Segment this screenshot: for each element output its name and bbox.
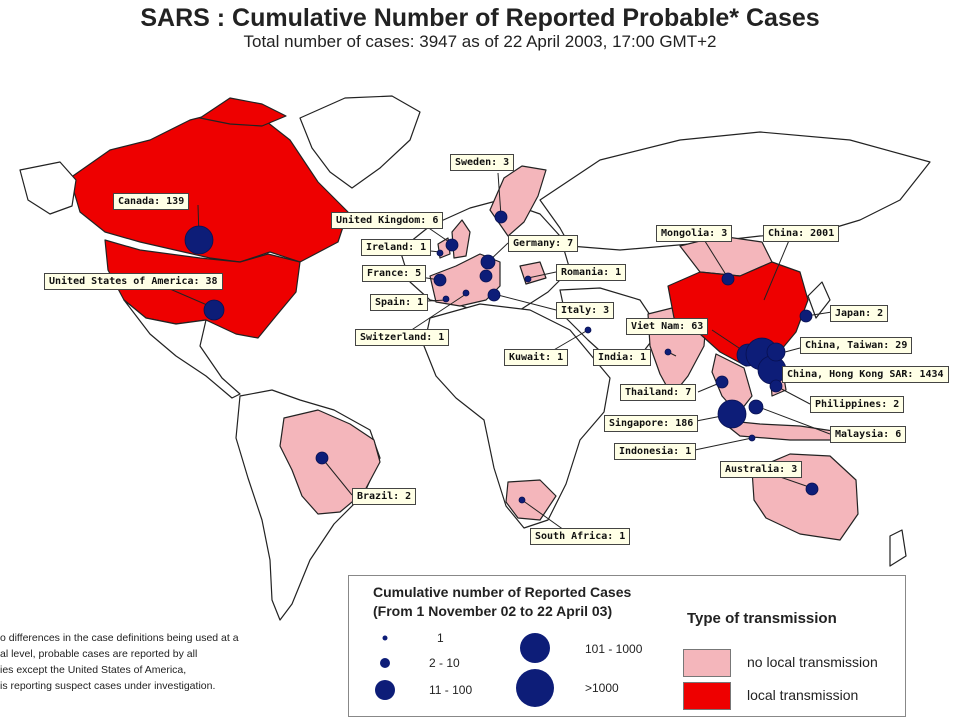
map-subtitle: Total number of cases: 3947 as of 22 Apr… [243, 32, 717, 51]
legend-size-label-5: >1000 [585, 681, 619, 695]
legend-dot-4 [520, 633, 550, 663]
legend-size-label-1: 1 [437, 631, 444, 645]
label-brazil: Brazil: 2 [352, 488, 417, 505]
label-southafrica: South Africa: 1 [530, 528, 631, 545]
footnote-line-1: o differences in the case definitions be… [0, 632, 239, 644]
legend-title-line-2: (From 1 November 02 to 22 April 03) [373, 603, 613, 619]
legend-dot-1 [382, 635, 388, 641]
canada-dot [184, 225, 214, 255]
legend-size-symbols [375, 633, 554, 707]
label-indonesia: Indonesia: 1 [614, 443, 697, 460]
philippines-dot [769, 379, 783, 393]
label-india: India: 1 [593, 349, 652, 366]
west-europe-land [429, 253, 501, 307]
australia-dot [805, 482, 819, 496]
footnote-line-4: is reporting suspect cases under investi… [0, 680, 216, 692]
legend-title-line-1: Cumulative number of Reported Cases [373, 584, 632, 600]
label-romania: Romania: 1 [556, 264, 627, 281]
legend-swatch-local [683, 682, 731, 710]
spain-dot [442, 295, 450, 303]
label-mongolia: Mongolia: 3 [656, 225, 733, 242]
nz-land [889, 529, 907, 567]
label-kuwait: Kuwait: 1 [504, 349, 569, 366]
kuwait-dot [584, 326, 592, 334]
romania-dot [524, 275, 532, 283]
legend-type-title: Type of transmission [687, 610, 837, 627]
label-spain: Spain: 1 [370, 294, 429, 311]
legend-dot-2 [380, 658, 390, 668]
legend-dot-3 [375, 680, 395, 700]
legend-size-label-3: 11 - 100 [429, 683, 473, 697]
indonesia-dot [748, 434, 756, 442]
germany-dot-2 [479, 269, 493, 283]
russia-land [539, 131, 931, 251]
label-uk: United Kingdom: 6 [331, 212, 444, 229]
label-usa: United States of America: 38 [44, 273, 223, 290]
thailand-dot [715, 375, 729, 389]
brazil-dot [315, 451, 329, 465]
japan-land [807, 281, 831, 319]
footnote-line-2: al level, probable cases are reported by… [0, 648, 198, 660]
legend-dot-5 [516, 669, 554, 707]
label-sweden: Sweden: 3 [450, 154, 515, 171]
singapore-dot [717, 399, 747, 429]
label-switzerland: Switzerland: 1 [355, 329, 450, 346]
arctic-islands [199, 97, 287, 127]
footnote: o differences in the case definitions be… [0, 630, 330, 694]
label-singapore: Singapore: 186 [604, 415, 699, 432]
legend-size-label-4: 101 - 1000 [585, 642, 643, 656]
label-vietnam: Viet Nam: 63 [626, 318, 709, 335]
southafrica-dot [518, 496, 526, 504]
legend-no-local-label: no local transmission [747, 654, 878, 670]
switzerland-dot [462, 289, 470, 297]
canada-land [69, 109, 349, 263]
mongolia-dot [721, 272, 735, 286]
label-japan: Japan: 2 [830, 305, 889, 322]
legend-size-label-2: 2 - 10 [429, 656, 460, 670]
label-china: China: 2001 [763, 225, 840, 242]
label-germany: Germany: 7 [508, 235, 579, 252]
label-malaysia: Malaysia: 6 [830, 426, 907, 443]
france-dot [433, 273, 447, 287]
label-taiwan: China, Taiwan: 29 [800, 337, 913, 354]
south-africa-land [505, 479, 557, 521]
label-hongkong: China, Hong Kong SAR: 1434 [782, 366, 949, 383]
label-philippines: Philippines: 2 [810, 396, 905, 413]
mexico-land [123, 299, 241, 399]
italy-dot [487, 288, 501, 302]
alaska-land [19, 161, 77, 215]
taiwan-dot [766, 342, 786, 362]
label-france: France: 5 [362, 265, 427, 282]
label-italy: Italy: 3 [556, 302, 615, 319]
legend: Cumulative number of Reported Cases (Fro… [348, 575, 906, 717]
ireland-dot [436, 249, 444, 257]
uk-dot [445, 238, 459, 252]
label-ireland: Ireland: 1 [361, 239, 432, 256]
footnote-line-3: ies except the United States of America, [0, 664, 187, 676]
legend-swatch-no-local [683, 649, 731, 677]
label-australia: Australia: 3 [720, 461, 803, 478]
greenland-land [299, 95, 421, 189]
label-canada: Canada: 139 [113, 193, 190, 210]
usa-dot [203, 299, 225, 321]
india-dot [664, 348, 672, 356]
japan-dot [799, 309, 813, 323]
label-thailand: Thailand: 7 [620, 384, 697, 401]
map-title: SARS : Cumulative Number of Reported Pro… [140, 4, 820, 32]
malaysia-dot [748, 399, 764, 415]
germany-dot [480, 254, 496, 270]
legend-local-label: local transmission [747, 687, 859, 703]
sweden-dot [494, 210, 508, 224]
